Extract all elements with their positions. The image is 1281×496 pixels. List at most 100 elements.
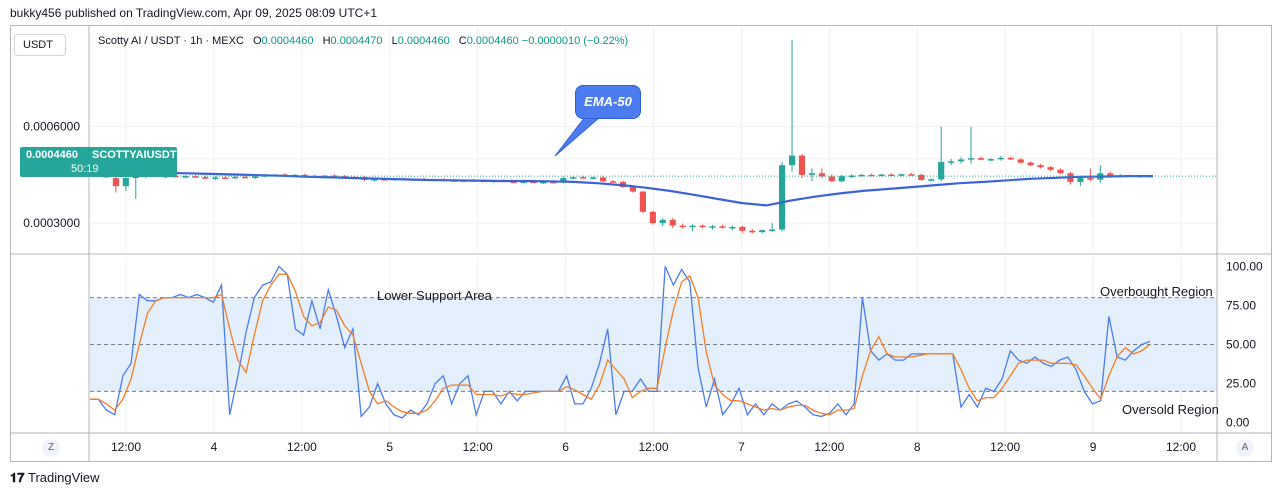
candle-body — [122, 178, 129, 187]
candle-body — [590, 177, 597, 179]
candle-body — [649, 211, 656, 224]
price-tick-label: 0.0003000 — [23, 216, 80, 230]
candle-body — [1017, 159, 1024, 163]
close-value: 0.0004460 — [466, 35, 519, 47]
candle-body — [580, 177, 587, 179]
time-tick-label: 4 — [211, 440, 218, 454]
candle-body — [967, 158, 975, 160]
candle-body — [689, 225, 696, 228]
last-price-tag: 0.0004460 SCOTTYAIUSDT 50:19 — [20, 147, 177, 177]
candle-body — [699, 225, 706, 228]
candle-body — [858, 174, 865, 177]
candle-body — [570, 177, 577, 179]
candle-body — [888, 174, 895, 177]
price-tag-symbol: SCOTTYAIUSDT — [92, 149, 177, 161]
lower-support-label[interactable]: Lower Support Area — [377, 288, 492, 303]
candle-body — [818, 173, 825, 177]
stochastic-band — [90, 297, 1217, 392]
candle-body — [798, 155, 806, 175]
candle-body — [371, 179, 378, 181]
candle-body — [868, 174, 875, 177]
candle-body — [997, 157, 1004, 160]
ema-callout-pointer — [554, 116, 602, 157]
zoom-button[interactable]: Z — [42, 439, 60, 457]
time-tick-label: 12:00 — [638, 440, 668, 454]
price-tick-label: 0.0006000 — [23, 120, 80, 134]
time-tick-label: 8 — [914, 440, 921, 454]
time-tick-label: 6 — [562, 440, 569, 454]
candle-body — [908, 174, 915, 176]
auto-scale-button[interactable]: A — [1236, 439, 1254, 457]
candle-body — [212, 177, 219, 179]
candle-body — [769, 229, 776, 231]
time-tick-label: 12:00 — [990, 440, 1020, 454]
tradingview-logo[interactable]: 𝟏𝟕 TradingView — [10, 470, 100, 486]
candle-body — [1027, 162, 1034, 166]
candle-body — [112, 178, 119, 187]
candle-body — [788, 155, 796, 166]
candle-body — [560, 178, 567, 183]
stoch-k-line — [90, 265, 1151, 419]
candle-body — [510, 181, 517, 184]
overbought-label[interactable]: Overbought Region — [1100, 284, 1213, 299]
tradingview-logo-icon: 𝟏𝟕 — [10, 470, 25, 485]
candle-body — [540, 181, 547, 184]
open-value: 0.0004460 — [261, 35, 314, 47]
currency-selector[interactable]: USDT — [14, 34, 66, 56]
candle-body — [729, 226, 736, 229]
candle-body — [669, 219, 676, 226]
publisher-line: bukky456 published on TradingView.com, A… — [10, 6, 378, 20]
ema-50-path — [89, 170, 1153, 207]
time-tick-label: 12:00 — [111, 440, 141, 454]
candle-body — [1057, 169, 1064, 174]
time-tick-label: 9 — [1090, 440, 1097, 454]
symbol-legend: Scotty AI / USDT · 1h · MEXC O0.0004460 … — [98, 35, 628, 47]
candle-body — [898, 174, 905, 176]
candle-body — [132, 176, 139, 179]
candle-body — [232, 176, 239, 179]
candle-body — [1107, 173, 1114, 177]
candle-body — [1077, 178, 1084, 182]
time-tick-label: 12:00 — [463, 440, 493, 454]
time-tick-label: 12:00 — [814, 440, 844, 454]
candle-body — [520, 181, 527, 184]
high-label: H — [322, 35, 331, 47]
candle-body — [192, 176, 199, 178]
stochastic-lines — [90, 265, 1151, 419]
candle-body — [331, 175, 338, 177]
candle-body — [828, 176, 835, 182]
candle-body — [878, 174, 885, 177]
open-label: O — [252, 35, 262, 47]
stoch-tick-label: 100.00 — [1226, 259, 1263, 273]
last-price: 0.0004460 — [26, 149, 78, 161]
candle-body — [918, 174, 925, 180]
symbol-info[interactable]: Scotty AI / USDT · 1h · MEXC — [98, 35, 244, 47]
candle-body — [629, 187, 637, 192]
bar-countdown: 50:19 — [71, 163, 99, 175]
candle-body — [938, 162, 945, 180]
candle-body — [977, 158, 985, 160]
candle-body — [182, 176, 189, 178]
low-value: 0.0004460 — [397, 35, 450, 47]
change-value: −0.0000010 (−0.22%) — [521, 35, 629, 47]
candle-body — [679, 225, 686, 228]
candle-body — [242, 176, 249, 179]
tradingview-logo-text: TradingView — [28, 470, 100, 485]
oversold-label[interactable]: Oversold Region — [1122, 402, 1219, 417]
candle-body — [759, 230, 766, 233]
candle-body — [550, 181, 557, 184]
ema-50-line — [89, 116, 1153, 207]
candle-body — [639, 191, 646, 212]
low-label: L — [391, 35, 398, 47]
candle-body — [600, 177, 607, 182]
candle-body — [1007, 157, 1014, 160]
candle-body — [987, 159, 994, 161]
candle-body — [1037, 165, 1044, 168]
candle-body — [1087, 178, 1094, 180]
axes: 12:00 4 12:00 5 12:00 6 12:00 7 12:00 8 12:00 9 12:0… — [23, 120, 1263, 454]
candle-body — [928, 179, 935, 181]
ema-50-callout[interactable]: EMA-50 — [575, 85, 641, 119]
candle-body — [948, 161, 955, 163]
candle-body — [838, 176, 845, 182]
